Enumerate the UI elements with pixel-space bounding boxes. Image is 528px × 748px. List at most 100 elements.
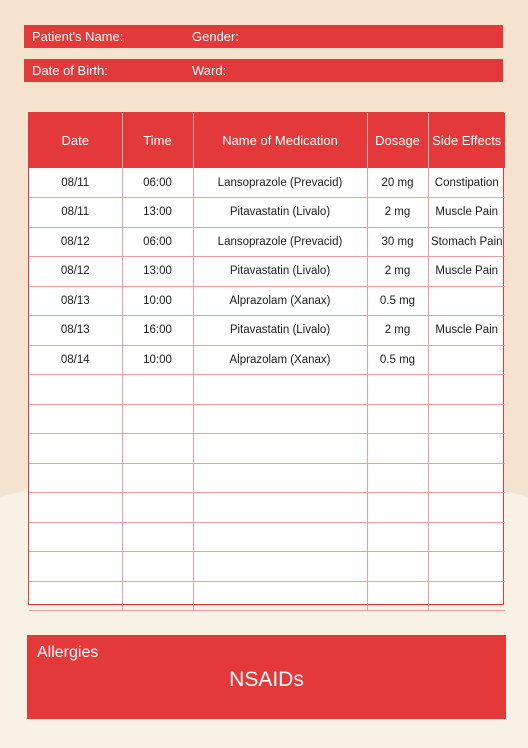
table-row: 08/11 13:00 Pitavastatin (Livalo) 2 mg Muscl… (29, 197, 505, 228)
cell-time: 13:00 (122, 197, 194, 228)
cell-date (29, 404, 123, 434)
cell-date: 08/11 (29, 168, 123, 198)
table-row: 08/11 06:00 Lansoprazole (Prevacid) 20 mg Co… (29, 168, 505, 198)
cell-time: 06:00 (122, 227, 194, 257)
cell-time (122, 433, 194, 464)
table-row (29, 522, 505, 552)
cell-side-effects (428, 404, 505, 434)
cell-date (29, 433, 123, 464)
cell-dosage: 30 mg (367, 227, 429, 257)
cell-side-effects (428, 492, 505, 523)
cell-dosage (367, 433, 429, 464)
cell-date (29, 551, 123, 582)
cell-medication (193, 463, 368, 493)
cell-date: 08/14 (29, 345, 123, 375)
cell-medication (193, 404, 368, 434)
cell-medication (193, 492, 368, 523)
cell-medication (193, 551, 368, 582)
cell-side-effects (428, 463, 505, 493)
table-row: 08/12 06:00 Lansoprazole (Prevacid) 30 mg St… (29, 227, 505, 257)
cell-side-effects: Muscle Pain (428, 256, 505, 287)
cell-date (29, 463, 123, 493)
cell-time (122, 404, 194, 434)
cell-medication: Alprazolam (Xanax) (193, 286, 368, 316)
cell-date (29, 581, 123, 611)
table-row (29, 433, 505, 464)
ward-label: Ward: (192, 63, 227, 78)
allergies-title: Allergies (37, 644, 99, 661)
cell-medication: Pitavastatin (Livalo) (193, 197, 368, 228)
cell-dosage (367, 581, 429, 611)
cell-date: 08/13 (29, 286, 123, 316)
cell-dosage: 20 mg (367, 168, 429, 198)
cell-side-effects (428, 581, 505, 611)
cell-dosage: 2 mg (367, 197, 429, 228)
cell-medication (193, 374, 368, 405)
cell-dosage: 2 mg (367, 315, 429, 346)
cell-time (122, 551, 194, 582)
cell-time: 16:00 (122, 315, 194, 346)
table-row: 08/12 13:00 Pitavastatin (Livalo) 2 mg Muscl… (29, 256, 505, 287)
cell-date: 08/13 (29, 315, 123, 346)
cell-date: 08/12 (29, 256, 123, 287)
gender-label: Gender: (192, 29, 239, 44)
table-row (29, 551, 505, 582)
dob-label: Date of Birth: (32, 63, 108, 78)
table-row (29, 581, 505, 611)
cell-dosage: 2 mg (367, 256, 429, 287)
cell-date (29, 522, 123, 552)
cell-time (122, 492, 194, 523)
cell-side-effects (428, 433, 505, 464)
column-header-medication: Name of Medication (193, 113, 368, 168)
column-header-date: Date (29, 113, 123, 168)
cell-medication (193, 433, 368, 464)
cell-time: 10:00 (122, 286, 194, 316)
cell-dosage (367, 463, 429, 493)
table-row (29, 492, 505, 523)
table-row: 08/14 10:00 Alprazolam (Xanax) 0.5 mg (29, 345, 505, 375)
cell-side-effects: Muscle Pain (428, 315, 505, 346)
cell-medication (193, 581, 368, 611)
patient-info-bar: Patient's Name: Gender: (24, 25, 503, 48)
medication-table: Date Time Name of Medication Dosage Side… (28, 112, 505, 611)
table-row (29, 463, 505, 493)
birth-ward-bar: Date of Birth: Ward: (24, 59, 503, 82)
cell-dosage (367, 492, 429, 523)
cell-medication (193, 522, 368, 552)
cell-medication: Pitavastatin (Livalo) (193, 256, 368, 287)
cell-time (122, 581, 194, 611)
cell-date: 08/11 (29, 197, 123, 228)
cell-time (122, 463, 194, 493)
table-row: 08/13 16:00 Pitavastatin (Livalo) 2 mg Muscl… (29, 315, 505, 346)
patient-name-label: Patient's Name: (32, 29, 124, 44)
cell-side-effects (428, 345, 505, 375)
cell-dosage (367, 404, 429, 434)
cell-medication: Pitavastatin (Livalo) (193, 315, 368, 346)
cell-dosage (367, 551, 429, 582)
cell-side-effects (428, 551, 505, 582)
cell-date: 08/12 (29, 227, 123, 257)
allergies-panel: Allergies NSAIDs (27, 635, 506, 719)
cell-dosage (367, 374, 429, 405)
cell-time: 06:00 (122, 168, 194, 198)
cell-side-effects: Stomach Pain (428, 227, 505, 257)
cell-time (122, 374, 194, 405)
cell-side-effects (428, 286, 505, 316)
cell-date (29, 374, 123, 405)
column-header-side-effects: Side Effects (428, 113, 505, 168)
cell-time: 13:00 (122, 256, 194, 287)
cell-dosage: 0.5 mg (367, 345, 429, 375)
cell-dosage: 0.5 mg (367, 286, 429, 316)
column-header-time: Time (122, 113, 194, 168)
cell-side-effects (428, 374, 505, 405)
table-row (29, 404, 505, 434)
cell-time: 10:00 (122, 345, 194, 375)
cell-date (29, 492, 123, 523)
table-row: 08/13 10:00 Alprazolam (Xanax) 0.5 mg (29, 286, 505, 316)
allergies-value: NSAIDs (229, 668, 304, 691)
cell-side-effects: Muscle Pain (428, 197, 505, 228)
cell-side-effects (428, 522, 505, 552)
table-header-row: Date Time Name of Medication Dosage Side… (29, 113, 505, 168)
column-header-dosage: Dosage (367, 113, 429, 168)
cell-medication: Lansoprazole (Prevacid) (193, 168, 368, 198)
